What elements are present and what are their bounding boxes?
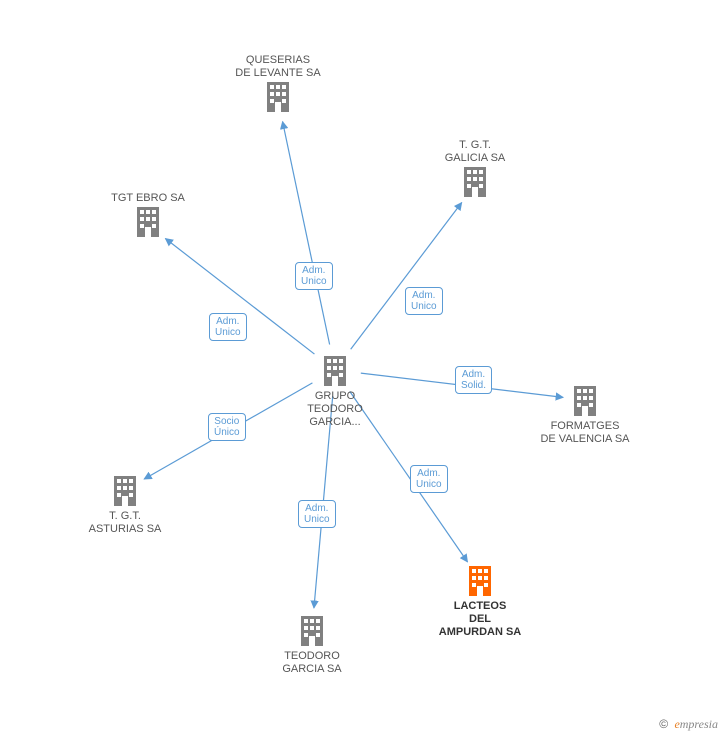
node-label: T. G.T.ASTURIAS SA — [65, 510, 185, 536]
building-icon — [466, 564, 494, 596]
building-icon — [321, 354, 349, 386]
building-icon — [264, 80, 292, 112]
copyright-symbol: © — [659, 717, 668, 731]
edge-label-queserias: Adm.Unico — [295, 262, 333, 290]
edge-label-lacteos: Adm.Unico — [410, 465, 448, 493]
building-icon — [461, 165, 489, 197]
node-label: T. G.T.GALICIA SA — [415, 139, 535, 165]
edge-label-asturias: SocioÚnico — [208, 413, 246, 441]
node-formatges: FORMATGESDE VALENCIA SA — [525, 384, 645, 446]
node-label: LACTEOSDELAMPURDAN SA — [420, 600, 540, 639]
node-label: GRUPOTEODOROGARCIA... — [275, 390, 395, 429]
footer-credit: © empresia — [659, 717, 718, 732]
building-icon — [134, 205, 162, 237]
brand-rest: mpresia — [680, 717, 718, 731]
edge-label-ebro: Adm.Unico — [209, 313, 247, 341]
node-queserias: QUESERIASDE LEVANTE SA — [218, 54, 338, 116]
building-icon — [111, 474, 139, 506]
edge-label-formatges: Adm.Solid. — [455, 366, 492, 394]
edge-label-teodoro: Adm.Unico — [298, 500, 336, 528]
node-ebro: TGT EBRO SA — [88, 192, 208, 241]
node-label: TGT EBRO SA — [88, 192, 208, 205]
edge-queserias — [283, 122, 330, 345]
node-label: TEODOROGARCIA SA — [252, 650, 372, 676]
node-asturias: T. G.T.ASTURIAS SA — [65, 474, 185, 536]
node-teodoro: TEODOROGARCIA SA — [252, 614, 372, 676]
edge-galicia — [351, 203, 462, 350]
node-label: FORMATGESDE VALENCIA SA — [525, 420, 645, 446]
building-icon — [571, 384, 599, 416]
node-lacteos: LACTEOSDELAMPURDAN SA — [420, 564, 540, 639]
edge-label-galicia: Adm.Unico — [405, 287, 443, 315]
node-galicia: T. G.T.GALICIA SA — [415, 139, 535, 201]
building-icon — [298, 614, 326, 646]
node-label: QUESERIASDE LEVANTE SA — [218, 54, 338, 80]
center-node: GRUPOTEODOROGARCIA... — [275, 354, 395, 429]
